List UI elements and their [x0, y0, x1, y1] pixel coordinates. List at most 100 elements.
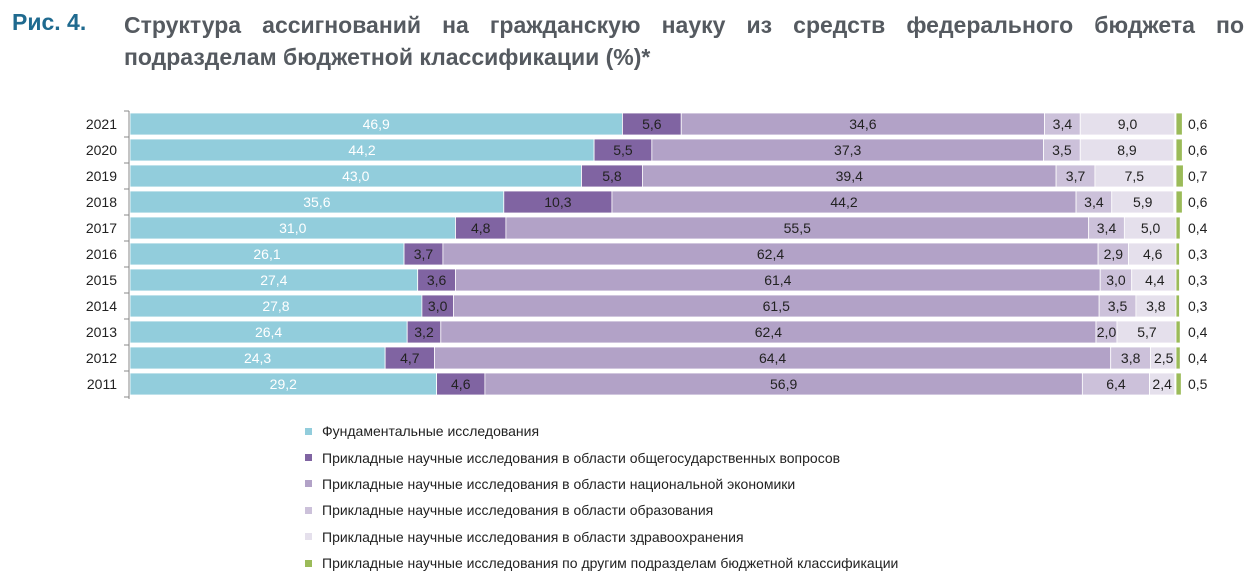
data-label: 26,1 [253, 246, 280, 262]
data-label: 29,2 [270, 376, 297, 392]
data-label: 4,6 [451, 376, 471, 392]
chart-legend: Фундаментальные исследования Прикладные н… [305, 418, 898, 576]
year-label: 2017 [86, 220, 117, 236]
data-label: 4,7 [400, 350, 420, 366]
data-label: 43,0 [342, 168, 369, 184]
year-label: 2011 [87, 376, 117, 392]
data-label: 62,4 [757, 246, 784, 262]
legend-item: Прикладные научные исследования по други… [305, 550, 898, 576]
bar-segment [1175, 164, 1184, 188]
data-label: 3,6 [427, 272, 447, 288]
legend-label: Прикладные научные исследования в област… [322, 528, 744, 545]
data-label: 0,7 [1188, 168, 1208, 184]
stacked-bar-chart: 2021 46,9 5,6 34,6 3,4 9,0 0,6 2020 44,2 5,5 37,3 3… [86, 110, 1208, 399]
year-label: 2020 [86, 142, 117, 158]
bar-segment [1111, 190, 1175, 214]
legend-item: Прикладные научные исследования в област… [305, 444, 898, 470]
data-label: 3,8 [1146, 298, 1166, 314]
data-label: 2,9 [1104, 246, 1124, 262]
year-label: 2015 [86, 272, 117, 288]
bar-segment [1175, 268, 1180, 292]
bar-segment [1175, 372, 1182, 396]
data-label: 5,7 [1137, 324, 1157, 340]
data-label: 46,9 [363, 116, 390, 132]
legend-item: Прикладные научные исследования в област… [305, 471, 898, 497]
data-label: 61,4 [764, 272, 791, 288]
bar-segment [1094, 164, 1175, 188]
data-label: 0,4 [1188, 324, 1208, 340]
legend-item: Прикладные научные исследования в област… [305, 497, 898, 523]
data-label: 24,3 [244, 350, 271, 366]
data-label: 0,6 [1188, 142, 1208, 158]
legend-label: Прикладные научные исследования в област… [322, 502, 714, 519]
data-label: 3,0 [428, 298, 448, 314]
year-label: 2013 [86, 324, 117, 340]
year-label: 2012 [86, 350, 117, 366]
data-label: 44,2 [830, 194, 857, 210]
data-label: 26,4 [255, 324, 282, 340]
bar-segment [1175, 190, 1183, 214]
bar-segment [1175, 294, 1180, 318]
bar-segment [1079, 112, 1176, 136]
bar-segment [1175, 346, 1181, 370]
bar-segment [1175, 216, 1181, 240]
data-label: 3,5 [1108, 298, 1128, 314]
data-label: 3,7 [1066, 168, 1086, 184]
year-label: 2019 [86, 168, 117, 184]
data-label: 2,0 [1097, 324, 1117, 340]
figure-label: Рис. 4. [12, 9, 87, 35]
data-label: 6,4 [1106, 376, 1126, 392]
data-label: 3,8 [1121, 350, 1141, 366]
data-label: 2,5 [1154, 350, 1174, 366]
data-label: 3,0 [1106, 272, 1126, 288]
bar-segment [1175, 112, 1183, 136]
legend-label: Прикладные научные исследования по други… [322, 555, 899, 572]
legend-swatch [305, 506, 312, 514]
legend-item: Фундаментальные исследования [305, 418, 898, 444]
year-label: 2016 [86, 246, 117, 262]
legend-label: Прикладные научные исследования в област… [322, 449, 841, 466]
data-label: 4,6 [1143, 246, 1163, 262]
data-label: 10,3 [544, 194, 571, 210]
legend-swatch [305, 454, 312, 462]
legend-swatch [305, 533, 312, 541]
data-label: 0,3 [1188, 246, 1208, 262]
data-label: 0,6 [1188, 116, 1208, 132]
legend-label: Фундаментальные исследования [322, 423, 540, 440]
year-label: 2021 [86, 116, 117, 132]
data-label: 2,4 [1152, 376, 1172, 392]
data-label: 0,5 [1188, 376, 1208, 392]
data-label: 4,4 [1145, 272, 1165, 288]
data-label: 27,4 [260, 272, 287, 288]
data-label: 44,2 [348, 142, 375, 158]
data-label: 5,9 [1133, 194, 1153, 210]
legend-label: Прикладные научные исследования в област… [322, 475, 796, 492]
data-label: 55,5 [784, 220, 811, 236]
bar-segment [1079, 138, 1175, 162]
data-label: 27,8 [262, 298, 289, 314]
data-label: 62,4 [755, 324, 782, 340]
year-label: 2014 [86, 298, 117, 314]
legend-item: Прикладные научные исследования в област… [305, 524, 898, 550]
bar-segment [1149, 372, 1176, 396]
data-label: 8,9 [1117, 142, 1137, 158]
data-label: 3,4 [1053, 116, 1073, 132]
data-label: 3,2 [414, 324, 434, 340]
data-label: 0,6 [1188, 194, 1208, 210]
data-label: 56,9 [770, 376, 797, 392]
data-label: 3,7 [414, 246, 434, 262]
bar-segment [1175, 138, 1183, 162]
data-label: 31,0 [279, 220, 306, 236]
legend-swatch [305, 480, 312, 488]
data-label: 5,8 [602, 168, 622, 184]
data-label: 3,5 [1052, 142, 1072, 158]
data-label: 3,4 [1097, 220, 1117, 236]
data-label: 64,4 [759, 350, 786, 366]
data-label: 5,6 [642, 116, 662, 132]
data-label: 37,3 [834, 142, 861, 158]
bar-segment [1175, 320, 1181, 344]
data-label: 39,4 [836, 168, 863, 184]
data-label: 3,4 [1084, 194, 1104, 210]
data-label: 5,0 [1141, 220, 1161, 236]
data-label: 7,5 [1125, 168, 1145, 184]
